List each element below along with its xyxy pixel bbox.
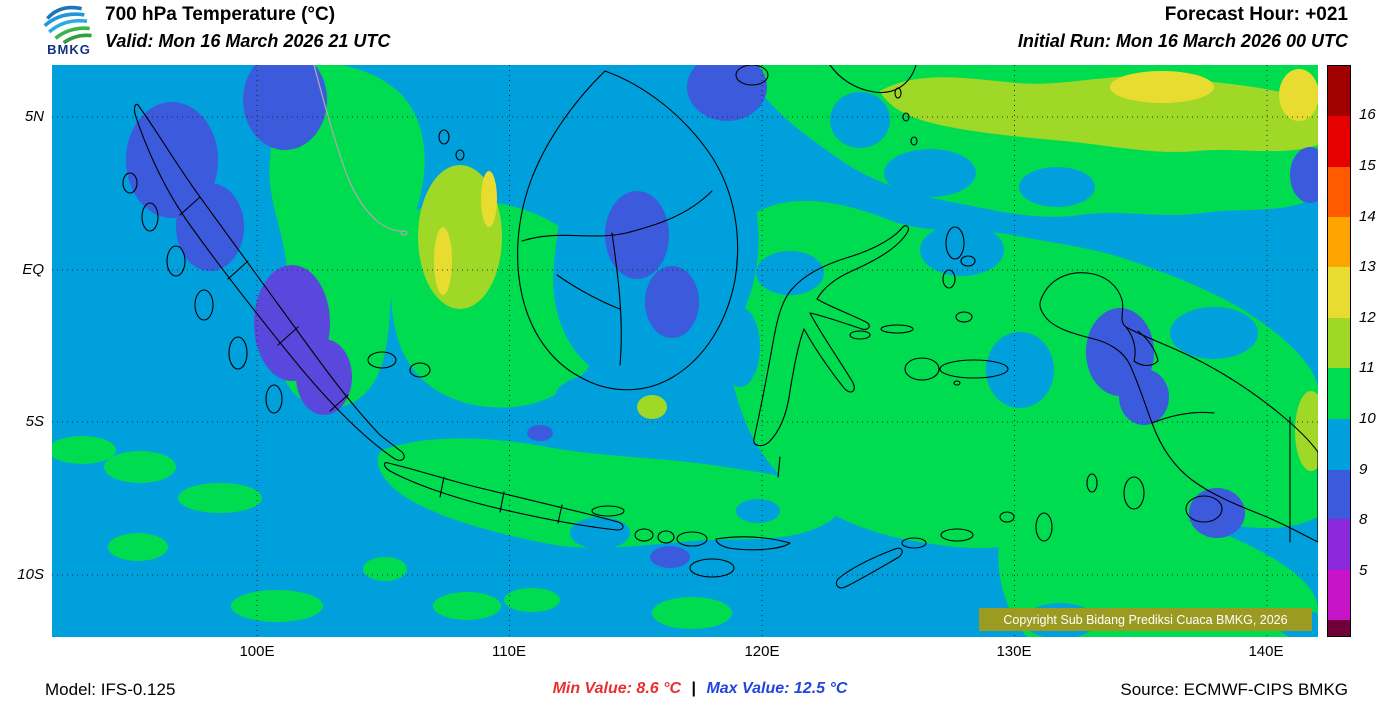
colorbar-label: 9 xyxy=(1359,461,1368,478)
temperature-map xyxy=(52,65,1318,637)
x-axis-label-110e: 110E xyxy=(492,643,526,660)
colorbar-segment xyxy=(1328,418,1350,470)
initial-run: Initial Run: Mon 16 March 2026 00 UTC xyxy=(1017,31,1348,51)
colorbar-segment xyxy=(1328,66,1350,116)
country-borders-gray xyxy=(313,65,408,236)
header-left: 700 hPa Temperature (°C) Valid: Mon 16 M… xyxy=(105,2,390,54)
bmkg-logo-icon xyxy=(43,5,92,44)
colorbar-segment xyxy=(1328,519,1350,571)
colorbar-segment xyxy=(1328,166,1350,218)
x-axis-label-130e: 130E xyxy=(996,643,1032,660)
valid-time: Valid: Mon 16 March 2026 21 UTC xyxy=(105,31,391,51)
colorbar-label: 12 xyxy=(1359,309,1376,326)
y-axis-label-5s: 5S xyxy=(25,413,44,430)
header-right: Forecast Hour: +021 Initial Run: Mon 16 … xyxy=(1018,2,1348,54)
colorbar-segment xyxy=(1328,620,1350,637)
model-label: Model: IFS-0.125 xyxy=(45,680,176,699)
coastlines xyxy=(122,65,1318,589)
y-axis-label-10s: 10S xyxy=(17,566,44,583)
colorbar-label: 5 xyxy=(1359,562,1368,579)
colorbar-segment xyxy=(1328,267,1350,319)
colorbar-label: 14 xyxy=(1359,208,1376,225)
source-label: Source: ECMWF-CIPS BMKG xyxy=(1120,680,1348,699)
colorbar xyxy=(1327,65,1351,637)
page-title: 700 hPa Temperature (°C) xyxy=(105,4,336,25)
colorbar-label: 15 xyxy=(1359,157,1376,174)
bmkg-logo-text: BMKG xyxy=(47,42,91,57)
forecast-hour: Forecast Hour: +021 xyxy=(1164,4,1348,25)
colorbar-label: 10 xyxy=(1359,410,1376,427)
temperature-yellow-regions xyxy=(434,69,1318,295)
colorbar-segment xyxy=(1328,217,1350,268)
minmax-values: Min Value: 8.6 °C | Max Value: 12.5 °C xyxy=(0,680,1400,698)
y-axis-label-5n: 5N xyxy=(24,108,44,125)
colorbar-segment xyxy=(1328,570,1350,621)
min-value-label: Min Value: 8.6 °C xyxy=(552,680,682,697)
temperature-blue-regions xyxy=(126,65,1318,568)
max-value-label: Max Value: 12.5 °C xyxy=(706,680,848,697)
x-axis-label-120e: 120E xyxy=(744,643,780,660)
copyright-strip: Copyright Sub Bidang Prediksi Cuaca BMKG… xyxy=(979,608,1312,631)
colorbar-segment xyxy=(1328,318,1350,368)
minmax-divider: | xyxy=(691,680,696,697)
colorbar-label: 13 xyxy=(1359,258,1376,275)
colorbar-label: 8 xyxy=(1359,511,1368,528)
bmkg-logo: BMKG xyxy=(40,2,98,60)
x-axis-label-140e: 140E xyxy=(1248,643,1284,660)
colorbar-segment xyxy=(1328,367,1350,419)
footer: Model: IFS-0.125 Min Value: 8.6 °C | Max… xyxy=(0,678,1400,704)
colorbar-label: 16 xyxy=(1359,106,1376,123)
gridlines xyxy=(52,65,1318,637)
x-axis-label-100e: 100E xyxy=(239,643,275,660)
y-axis-label-eq: EQ xyxy=(22,261,44,278)
colorbar-segment xyxy=(1328,469,1350,520)
colorbar-segment xyxy=(1328,115,1350,167)
colorbar-label: 11 xyxy=(1359,359,1375,376)
